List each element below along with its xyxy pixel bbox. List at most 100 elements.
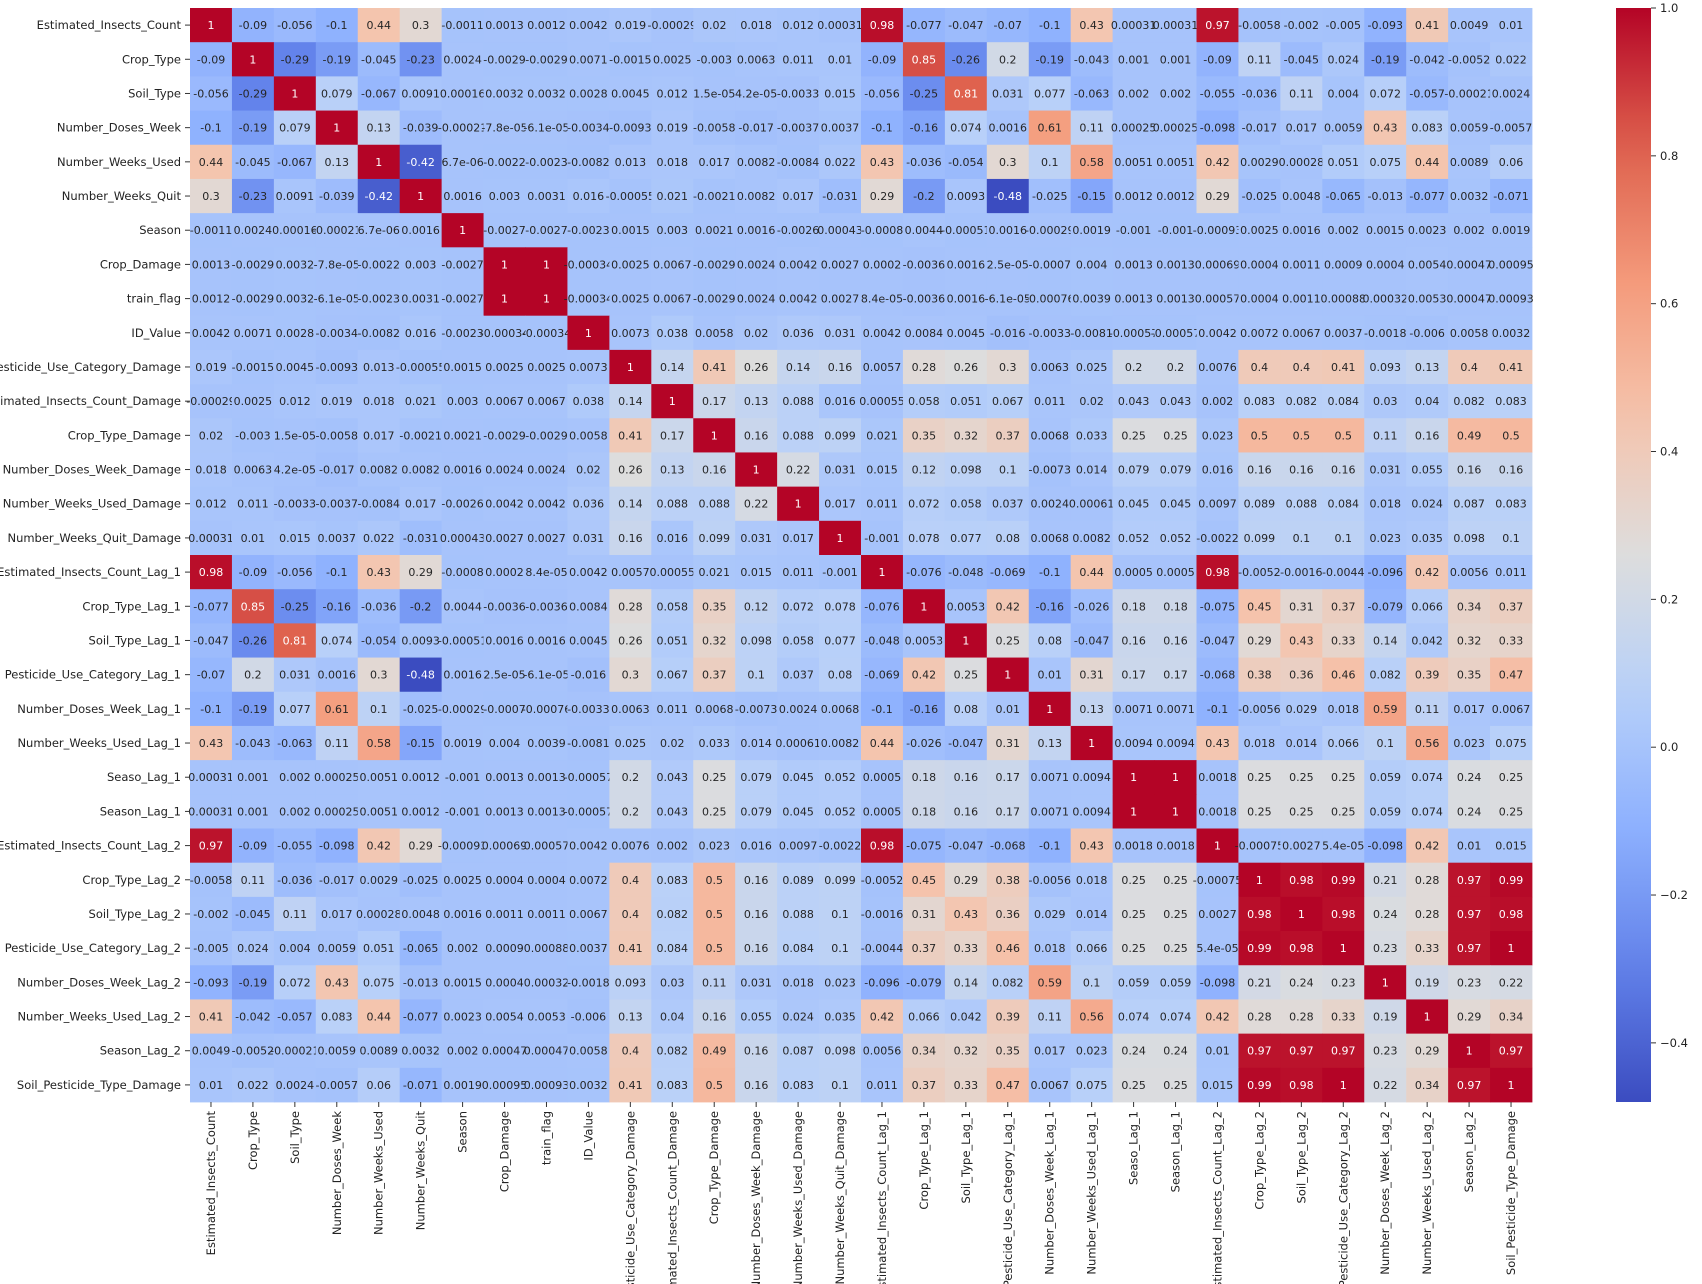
cell-value-label: 0.001 [237, 771, 269, 784]
cell-value-label: 0.072 [782, 600, 814, 613]
heatmap-cell [986, 999, 1030, 1035]
cell-value-label: 0.045 [1160, 498, 1192, 511]
cell-value-label: -0.065 [1326, 190, 1361, 203]
heatmap-cell [1280, 42, 1323, 77]
cell-value-label: 0.1 [1293, 532, 1311, 545]
heatmap-cell [315, 110, 359, 146]
cell-value-label: 0.25 [1121, 908, 1146, 921]
cell-value-label: 0.28 [1289, 1011, 1314, 1024]
cell-value-label: 0.0042 [569, 19, 608, 32]
cell-value-label: -0.0027 [483, 224, 525, 237]
cell-value-label: 0.002 [279, 771, 311, 784]
cell-value-label: 0.074 [950, 122, 982, 135]
cell-value-label: 0.0059 [318, 1045, 357, 1058]
cell-value-label: 0.29 [1415, 1045, 1440, 1058]
x-tick-label: Pesticide_Use_Category_Lag_1 [1001, 1111, 1015, 1284]
cell-value-label: 0.017 [698, 156, 730, 169]
heatmap-cell [1112, 1067, 1155, 1103]
heatmap-cell [567, 349, 610, 385]
cell-value-label: 0.08 [996, 532, 1021, 545]
heatmap-cell [1406, 349, 1449, 385]
cell-value-label: 0.0016 [527, 634, 566, 647]
heatmap-cell [1448, 691, 1491, 727]
heatmap-cell [1322, 828, 1365, 864]
cell-value-label: -0.069 [990, 566, 1025, 579]
cell-value-label: 0.0025 [1240, 224, 1279, 237]
heatmap-cell [1280, 896, 1323, 932]
heatmap-cell [693, 862, 736, 898]
heatmap-cell [1154, 452, 1197, 488]
heatmap-cell [190, 555, 233, 590]
cell-value-label: 0.023 [698, 840, 730, 853]
heatmap-cell [1364, 281, 1407, 317]
cell-value-label: 0.002 [447, 942, 479, 955]
heatmap-cell [986, 247, 1030, 282]
cell-value-label: -0.0026 [777, 224, 819, 237]
cell-value-label: 0.0032 [1450, 190, 1489, 203]
heatmap-cell [1280, 828, 1323, 864]
cell-value-label: 0.29 [408, 566, 433, 579]
heatmap-cell [399, 178, 443, 214]
heatmap-cell [1490, 623, 1533, 658]
cell-value-label: -0.013 [1367, 190, 1402, 203]
cell-value-label: 0.0031 [527, 190, 566, 203]
heatmap-cell [609, 931, 652, 966]
cell-value-label: 0.08 [954, 703, 979, 716]
heatmap-cell [525, 315, 568, 351]
heatmap-cell [1322, 178, 1365, 214]
cell-value-label: -7.8e-05 [481, 122, 527, 135]
cell-value-label: 0.0027 [485, 532, 524, 545]
cell-value-label: -0.047 [948, 19, 983, 32]
cell-value-label: 0.26 [744, 361, 769, 374]
heatmap-cell [357, 691, 401, 727]
cell-value-label: 0.0032 [485, 87, 524, 100]
heatmap-cell [1028, 1033, 1072, 1069]
cell-value-label: 0.023 [1076, 1045, 1108, 1058]
heatmap-cell [986, 657, 1030, 693]
cell-value-label: -6.1e-05 [314, 293, 360, 306]
cell-value-label: 0.35 [912, 429, 937, 442]
heatmap-cell [1112, 110, 1155, 146]
heatmap-cell [567, 589, 610, 624]
cell-value-label: 0.03 [660, 976, 685, 989]
cell-value-label: -0.096 [1367, 566, 1402, 579]
heatmap-cell [819, 555, 862, 590]
heatmap-cell [525, 486, 568, 522]
cell-value-label: -0.0033 [777, 87, 819, 100]
heatmap-cell [525, 76, 568, 111]
heatmap-cell [1448, 555, 1491, 590]
cell-value-label: 0.031 [1369, 464, 1401, 477]
cell-value-label: -0.00021 [270, 1045, 319, 1058]
cell-value-label: -0.09 [868, 53, 896, 66]
cell-value-label: 1 [543, 258, 550, 271]
cell-value-label: 0.00025 [1153, 122, 1199, 135]
cell-value-label: 0.066 [1411, 600, 1443, 613]
heatmap-cell [567, 931, 610, 966]
heatmap-cell [1112, 486, 1155, 522]
cell-value-label: -0.0036 [483, 600, 525, 613]
cell-value-label: 0.18 [912, 805, 937, 818]
cell-value-label: 0.0025 [443, 874, 482, 887]
heatmap-cell [693, 178, 736, 214]
heatmap-cell [1154, 794, 1197, 829]
heatmap-cell [1028, 657, 1072, 693]
heatmap-cell [190, 213, 233, 248]
x-tick-label: Number_Weeks_Used_Damage [791, 1111, 805, 1284]
cell-value-label: 0.079 [740, 805, 772, 818]
heatmap-cell [1448, 8, 1491, 43]
cell-value-label: 0.00055 [650, 566, 696, 579]
cell-value-label: -0.026 [1074, 600, 1109, 613]
cell-value-label: 0.0072 [569, 874, 608, 887]
cell-value-label: 0.024 [782, 1011, 814, 1024]
cell-value-label: -0.001 [1116, 224, 1151, 237]
cell-value-label: -0.093 [193, 976, 228, 989]
heatmap-cell [273, 1033, 317, 1069]
heatmap-cell [525, 999, 568, 1035]
heatmap-cell [1112, 247, 1155, 282]
cell-value-label: 0.16 [828, 361, 853, 374]
heatmap-cell [902, 349, 946, 385]
heatmap-cell [1322, 657, 1365, 693]
heatmap-cell [1070, 931, 1114, 966]
cell-value-label: 0.0042 [779, 258, 818, 271]
heatmap-cell [1364, 315, 1407, 351]
